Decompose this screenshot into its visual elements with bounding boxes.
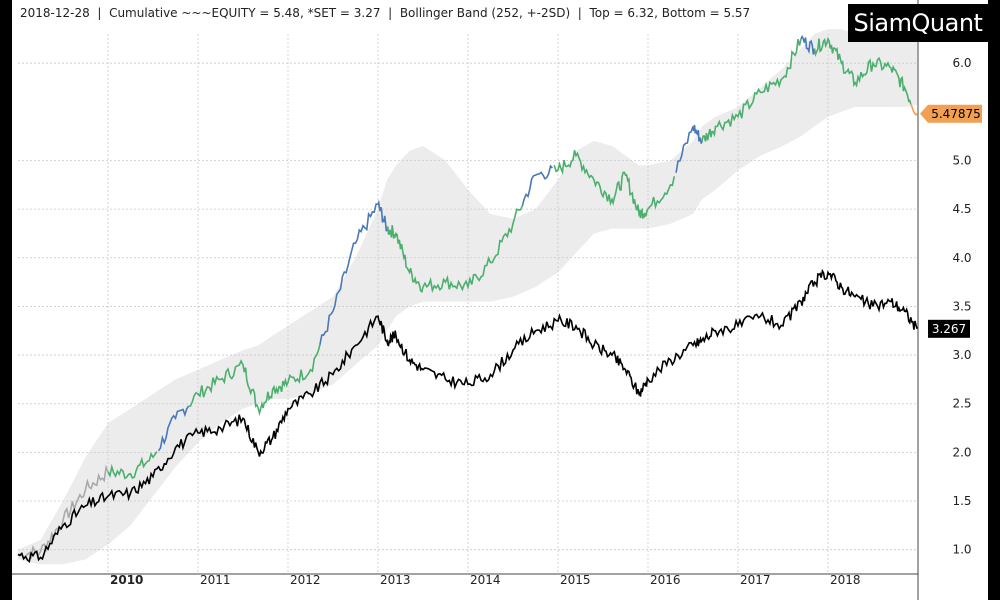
equity-last-value-tag — [920, 104, 982, 123]
y-tick-label: 4.5 — [952, 202, 971, 216]
bollinger-band — [18, 29, 918, 565]
set-last-value-tag — [928, 319, 970, 338]
y-tick-label: 4.0 — [952, 251, 971, 265]
siamquant-logo: SiamQuant — [848, 4, 988, 42]
set-last-value: 3.267 — [932, 322, 966, 336]
x-tick-label: 2014 — [470, 573, 501, 587]
header-topbottom: Top = 6.32, Bottom = 5.57 — [589, 6, 751, 20]
chart-header: 2018-12-28 | Cumulative ~~~EQUITY = 5.48… — [20, 6, 750, 24]
header-sep-3: | — [570, 6, 590, 20]
y-tick-label: 6.0 — [952, 56, 971, 70]
equity-line-segment — [675, 124, 703, 173]
x-tick-label: 2010 — [110, 573, 143, 587]
equity-line-segment — [386, 205, 524, 294]
equity-line-segment — [107, 451, 158, 480]
equity-line-segment — [157, 405, 190, 452]
equity-line-segment — [800, 34, 816, 55]
x-tick-label: 2016 — [650, 573, 681, 587]
header-bollinger: Bollinger Band (252, +-2SD) — [399, 6, 571, 20]
x-tick-label: 2011 — [200, 573, 231, 587]
equity-line-segment — [553, 150, 676, 219]
equity-line-segment — [813, 36, 912, 105]
x-tick-label: 2013 — [380, 573, 411, 587]
y-tick-label: 5.0 — [952, 153, 971, 167]
header-date: 2018-12-28 — [20, 6, 90, 20]
y-tick-label: 2.5 — [952, 397, 971, 411]
x-tick-label: 2015 — [560, 573, 591, 587]
equity-line-segment — [910, 103, 918, 116]
header-sep-2: | — [380, 6, 400, 20]
set-line — [17, 268, 918, 564]
plot-area: 1.0 1.5 2.0 2.5 3.0 3.5 4.0 4.5 5.0 6.0 2010 2011 20… — [12, 0, 988, 600]
header-sep-1: | — [89, 6, 110, 20]
x-tick-label: 2018 — [830, 573, 861, 587]
equity-last-value: 5.47875 — [931, 107, 981, 121]
x-tick-label: 2012 — [290, 573, 321, 587]
y-tick-label: 3.0 — [952, 348, 971, 362]
equity-line-pre — [17, 464, 109, 561]
equity-line-segment — [701, 38, 802, 142]
y-tick-label: 1.5 — [952, 494, 971, 508]
equity-line-segment — [188, 344, 321, 417]
y-tick-label: 3.5 — [952, 299, 971, 313]
header-cumulative: Cumulative ~~~EQUITY = 5.48, *SET = 3.27 — [109, 6, 381, 20]
equity-line-segment — [319, 199, 388, 345]
y-tick-label: 1.0 — [952, 543, 971, 557]
x-tick-label: 2017 — [740, 573, 771, 587]
chart-svg: 1.0 1.5 2.0 2.5 3.0 3.5 4.0 4.5 5.0 6.0 2010 2011 20… — [12, 0, 982, 600]
y-tick-label: 2.0 — [952, 445, 971, 459]
equity-line-segment — [521, 164, 553, 206]
